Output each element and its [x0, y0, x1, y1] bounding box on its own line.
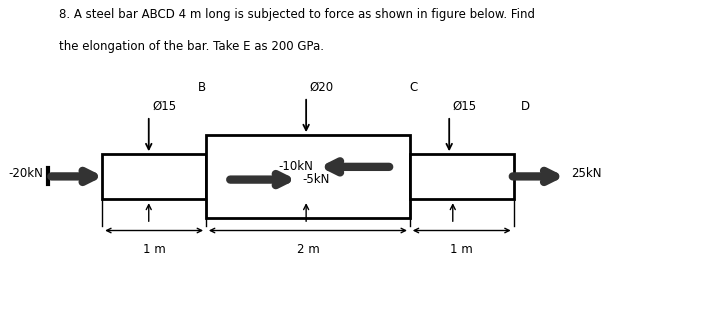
Text: -20kN: -20kN	[9, 167, 44, 180]
Bar	[206, 135, 410, 218]
Text: -5kN: -5kN	[303, 173, 330, 186]
Text: Ø20: Ø20	[310, 81, 334, 94]
Text: 25kN: 25kN	[571, 167, 601, 180]
Text: 1 m: 1 m	[143, 243, 166, 256]
Bar	[410, 154, 513, 199]
Text: Ø15: Ø15	[152, 100, 176, 113]
Text: -10kN: -10kN	[278, 160, 314, 173]
Text: 8. A steel bar ABCD 4 m long is subjected to force as shown in figure below. Fin: 8. A steel bar ABCD 4 m long is subjecte…	[60, 8, 535, 21]
Text: 1 m: 1 m	[450, 243, 473, 256]
Text: the elongation of the bar. Take E as 200 GPa.: the elongation of the bar. Take E as 200…	[60, 39, 325, 53]
Text: C: C	[409, 81, 417, 94]
Text: 2 m: 2 m	[296, 243, 319, 256]
Text: B: B	[198, 81, 206, 94]
Text: D: D	[521, 100, 530, 113]
Bar	[102, 154, 206, 199]
Text: Ø15: Ø15	[453, 100, 477, 113]
